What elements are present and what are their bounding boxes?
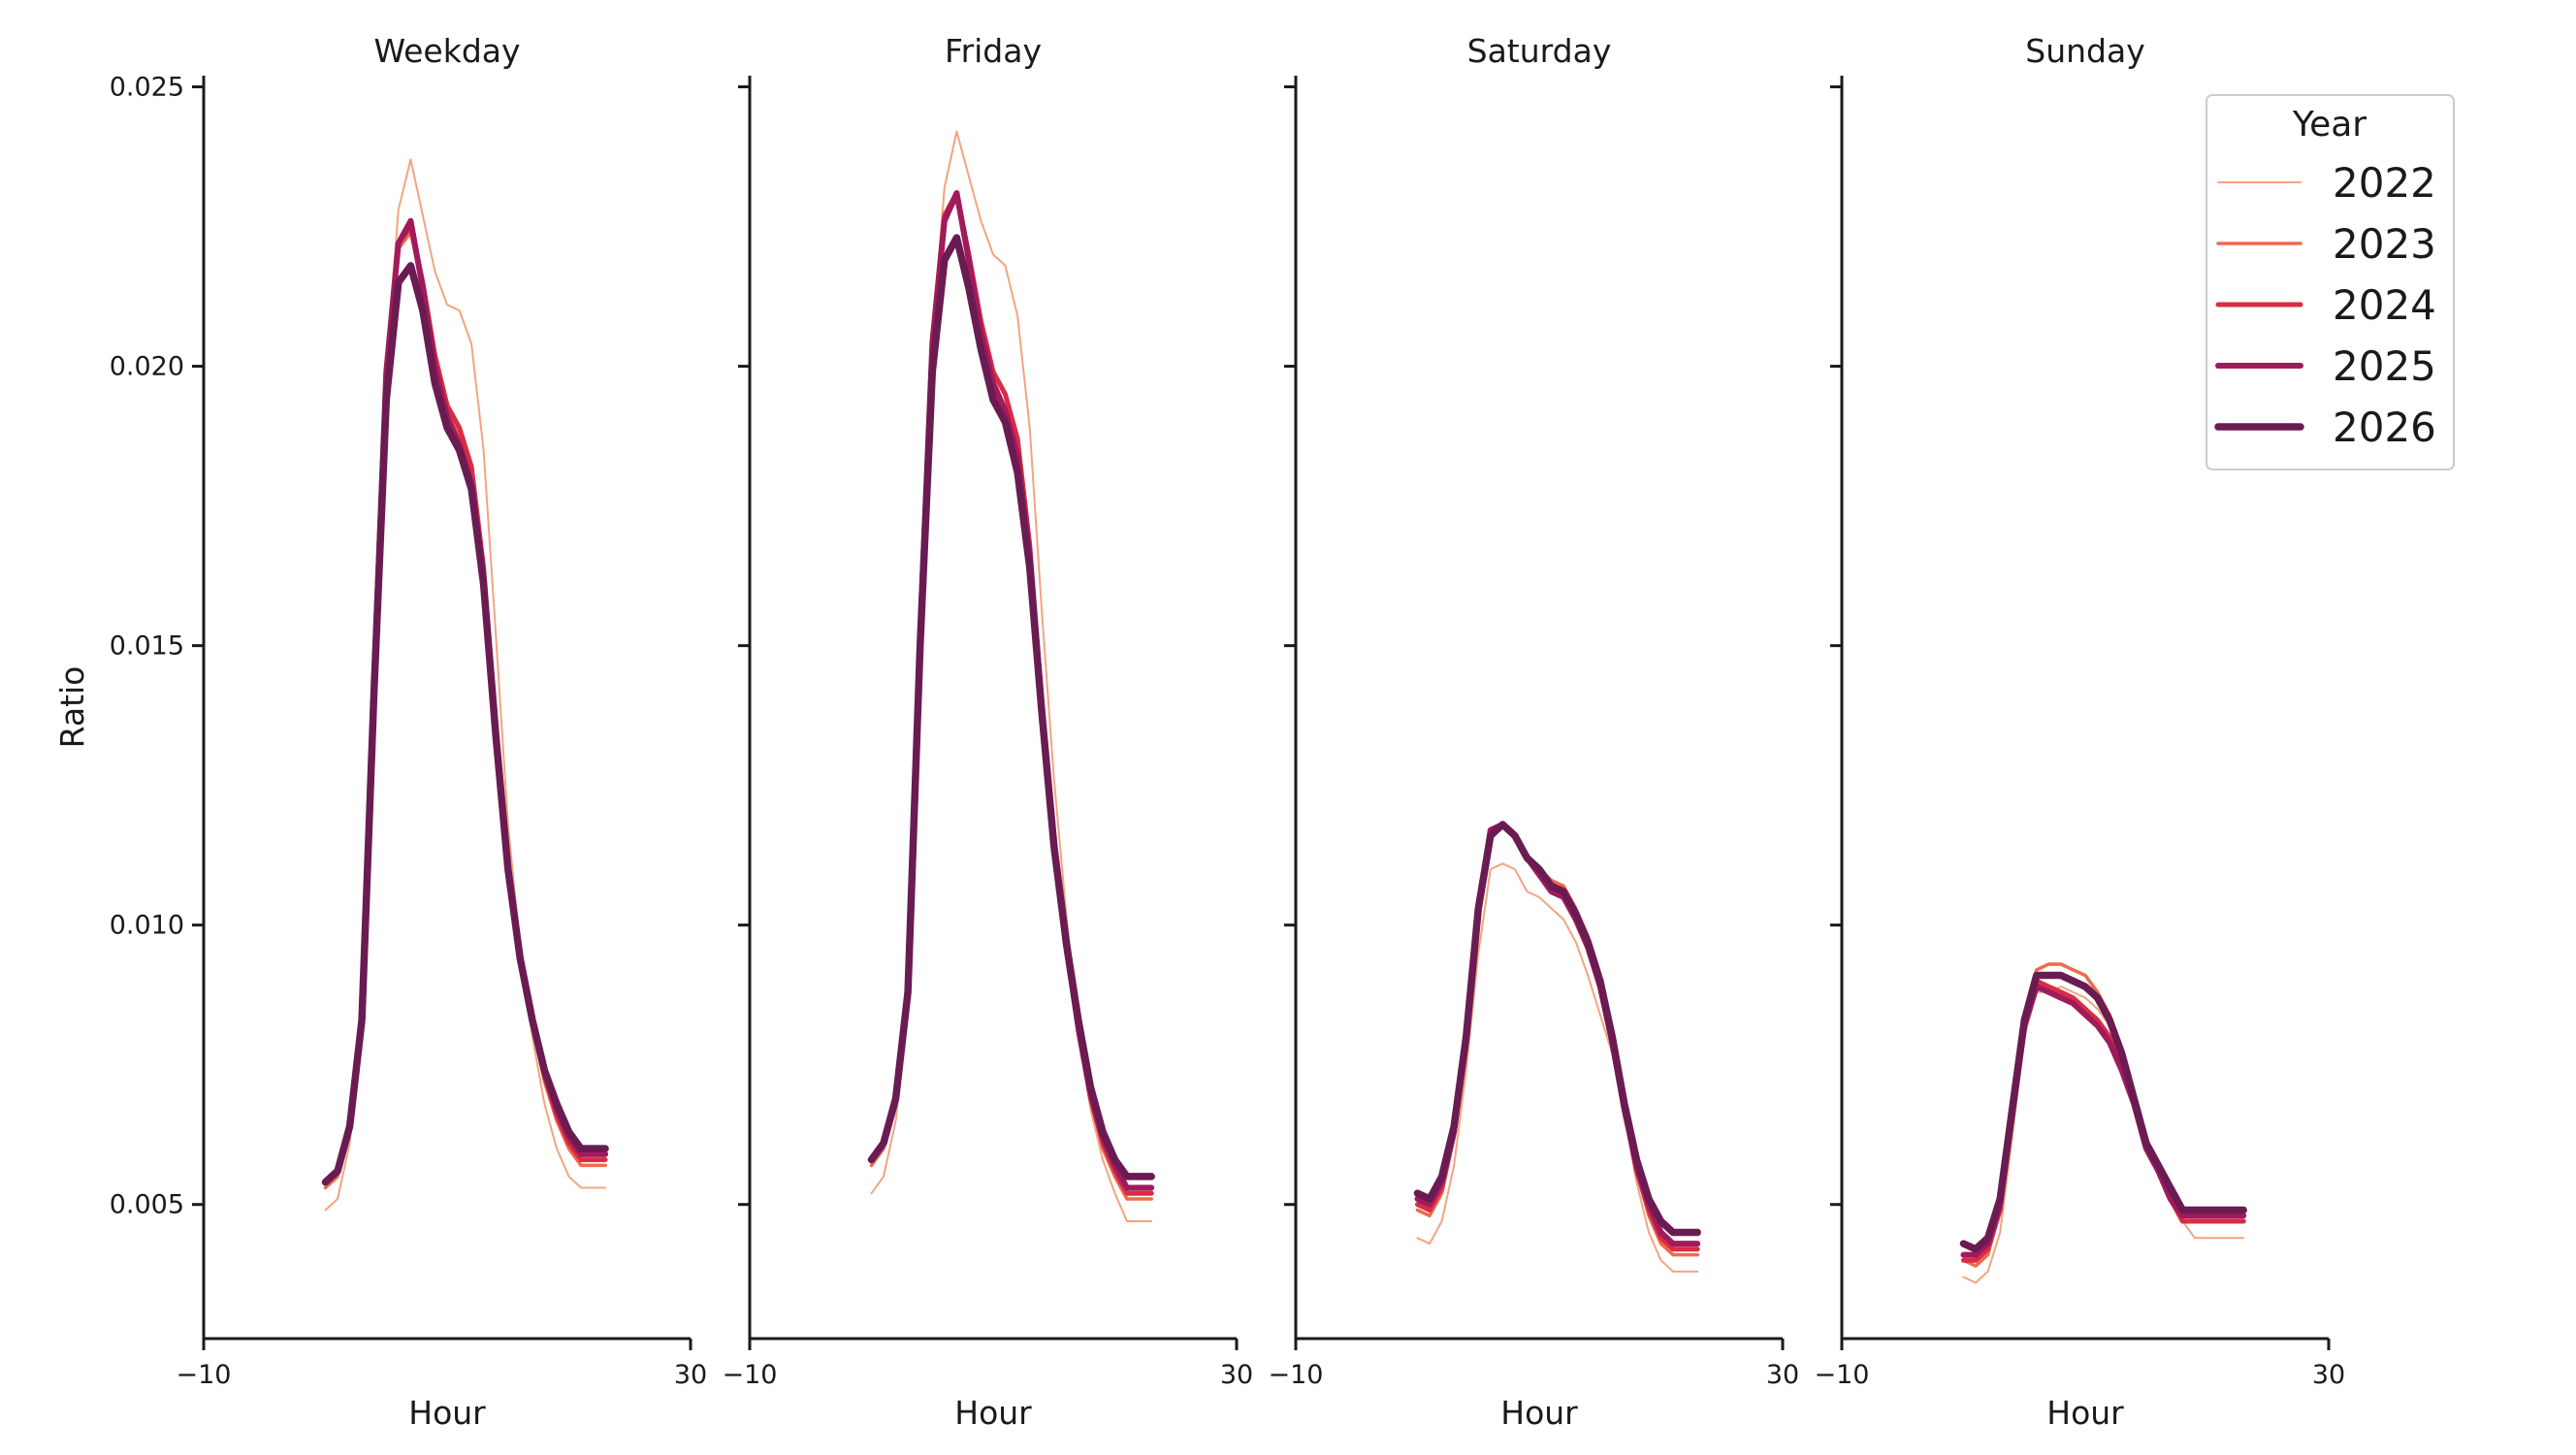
legend-label-2023: 2023 (2333, 220, 2436, 268)
y-tick-label: 0.025 (110, 73, 184, 103)
series-line-2026 (1413, 821, 1701, 1237)
y-tick-label: 0.005 (110, 1190, 184, 1220)
y-tick-label: 0.020 (110, 352, 184, 382)
y-tick-label: 0.015 (110, 631, 184, 662)
legend-entries: 2022 2023 2024 2025 2026 (2214, 159, 2436, 451)
legend: Year 2022 2023 2024 2025 2026 (2206, 94, 2455, 470)
series-line-2026 (1959, 971, 2247, 1253)
legend-label-2026: 2026 (2333, 404, 2436, 451)
y-axis-label: Ratio (53, 666, 91, 749)
series-line-2026 (321, 262, 609, 1186)
y-tick-label: 0.010 (110, 911, 184, 941)
x-tick-label: 30 (2312, 1360, 2345, 1390)
x-axis-label: Hour (2046, 1394, 2124, 1432)
x-axis-label: Hour (408, 1394, 486, 1432)
legend-label-2022: 2022 (2333, 159, 2436, 207)
series-line-2024 (323, 224, 608, 1185)
series-line-2024 (869, 190, 1154, 1196)
legend-frame (2206, 94, 2455, 470)
panel-saturday: Saturday −10 30 Hour (1269, 32, 1800, 1432)
legend-label-2024: 2024 (2333, 281, 2436, 329)
x-tick-label: −10 (1269, 1360, 1324, 1390)
x-tick-label: 30 (674, 1360, 707, 1390)
panel-title: Friday (945, 32, 1042, 70)
series-line-2022 (1962, 986, 2245, 1284)
x-axis-label: Hour (1500, 1394, 1578, 1432)
panel-weekday: Weekday 0.005 0.010 0.015 0.020 0.025 −10 30 Hou… (110, 32, 707, 1432)
series-line-2022 (870, 130, 1153, 1222)
x-tick-label: 30 (1766, 1360, 1799, 1390)
panel-friday: Friday −10 30 Hour (723, 32, 1254, 1432)
series-line-2023 (869, 196, 1153, 1201)
series-line-2022 (1416, 862, 1699, 1273)
x-tick-label: −10 (1815, 1360, 1870, 1390)
facet-panels: Weekday 0.005 0.010 0.015 0.020 0.025 −10 30 Hou… (53, 32, 2345, 1432)
x-axis-label: Hour (954, 1394, 1032, 1432)
panel-title: Saturday (1467, 32, 1612, 70)
series-line-2025 (322, 217, 609, 1185)
x-tick-label: −10 (177, 1360, 232, 1390)
panel-title: Sunday (2025, 32, 2144, 70)
series-line-2022 (324, 158, 607, 1212)
panel-sunday: Sunday −10 30 Hour (1815, 32, 2346, 1432)
x-tick-label: 30 (1220, 1360, 1253, 1390)
x-tick-label: −10 (723, 1360, 778, 1390)
series-line-2023 (323, 230, 607, 1190)
series-line-2025 (868, 190, 1155, 1191)
legend-title: Year (2292, 105, 2367, 145)
series-line-2026 (867, 234, 1155, 1180)
legend-label-2025: 2025 (2333, 342, 2436, 390)
panel-title: Weekday (373, 32, 520, 70)
